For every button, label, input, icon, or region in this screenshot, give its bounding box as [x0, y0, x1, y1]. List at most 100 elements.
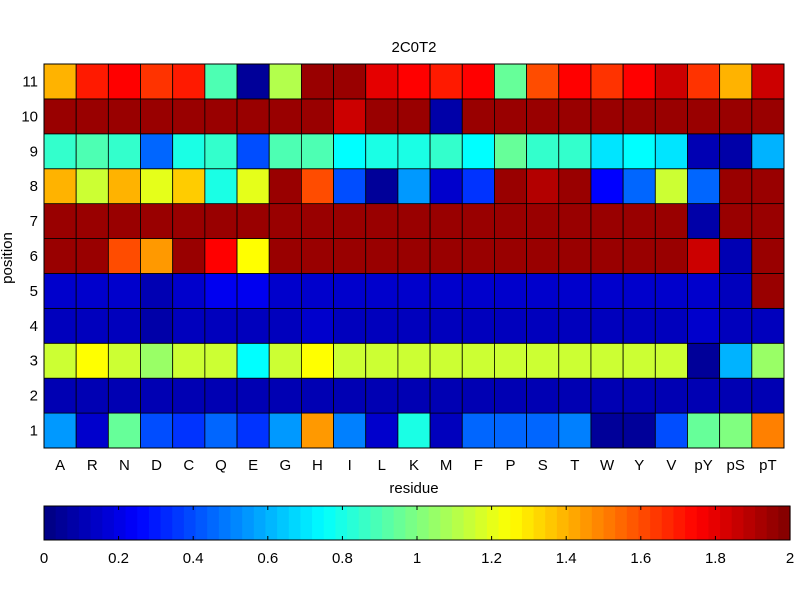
x-tick-label: P	[506, 457, 516, 474]
heatmap-cell	[687, 133, 721, 170]
heatmap-cell	[140, 412, 174, 449]
colorbar-swatch	[207, 506, 220, 540]
y-tick-label: 5	[30, 283, 38, 300]
heatmap-cell	[397, 412, 431, 449]
heatmap-cell	[590, 273, 624, 309]
colorbar-swatch	[300, 506, 313, 540]
heatmap-cell	[494, 412, 528, 449]
heatmap-cell	[654, 203, 688, 239]
y-axis-label: position	[0, 232, 16, 284]
heatmap-cell	[558, 342, 592, 379]
colorbar-swatch	[323, 506, 337, 540]
heatmap-cell	[204, 342, 238, 379]
heatmap-cell	[172, 238, 206, 274]
heatmap-cell	[172, 63, 206, 100]
heatmap-cell	[461, 98, 495, 135]
heatmap-cell	[43, 168, 77, 205]
heatmap-cell	[300, 377, 334, 414]
colorbar-tick-label: 1.4	[556, 550, 577, 567]
colorbar-tick-label: 1	[413, 550, 421, 567]
colorbar-swatch	[486, 506, 500, 540]
heatmap-cell	[719, 307, 753, 344]
colorbar-swatch	[55, 506, 68, 540]
colorbar-swatch	[661, 506, 675, 540]
heatmap-cell	[719, 98, 753, 135]
colorbar-swatch	[720, 506, 733, 540]
heatmap-cell	[365, 168, 399, 205]
colorbar-swatch	[510, 506, 523, 540]
heatmap-cell	[365, 98, 399, 135]
heatmap-cell	[365, 203, 399, 239]
colorbar-swatch	[685, 506, 698, 540]
heatmap-cell	[461, 133, 495, 170]
y-tick-label: 10	[21, 108, 38, 125]
heatmap-cell	[429, 203, 463, 239]
heatmap-cell	[75, 133, 109, 170]
heatmap-cell	[751, 412, 785, 449]
heatmap-cell	[268, 342, 302, 379]
x-tick-label: I	[348, 457, 352, 474]
heatmap-cell	[558, 307, 592, 344]
heatmap-cell	[558, 412, 592, 449]
heatmap-cell	[75, 273, 109, 309]
heatmap-cell	[43, 63, 77, 100]
heatmap-cell	[204, 307, 238, 344]
heatmap-cell	[300, 342, 334, 379]
heatmap-cell	[751, 63, 785, 100]
heatmap-cell	[654, 273, 688, 309]
heatmap-cell	[494, 342, 528, 379]
heatmap-cell	[590, 133, 624, 170]
heatmap-cell	[719, 412, 753, 449]
heatmap-cell	[172, 377, 206, 414]
heatmap-cell	[333, 133, 367, 170]
x-tick-label: F	[474, 457, 483, 474]
heatmap-cell	[494, 377, 528, 414]
heatmap-cell	[333, 342, 367, 379]
heatmap-cell	[204, 377, 238, 414]
colorbar	[44, 506, 791, 540]
y-tick-label: 2	[30, 388, 38, 405]
heatmap-cell	[140, 98, 174, 135]
colorbar-swatch	[626, 506, 640, 540]
heatmap-cell	[429, 168, 463, 205]
colorbar-swatch	[335, 506, 348, 540]
x-tick-label: L	[378, 457, 386, 474]
colorbar-tick-label: 0.6	[257, 550, 278, 567]
heatmap-cell	[397, 203, 431, 239]
colorbar-swatch	[218, 506, 232, 540]
heatmap-cell	[590, 377, 624, 414]
heatmap-cell	[590, 63, 624, 100]
heatmap-cell	[494, 203, 528, 239]
y-tick-label: 7	[30, 213, 38, 230]
heatmap-cell	[236, 273, 270, 309]
heatmap-cell	[333, 63, 367, 100]
colorbar-swatch	[766, 506, 779, 540]
heatmap-cell	[687, 63, 721, 100]
x-tick-label: K	[409, 457, 419, 474]
colorbar-swatch	[90, 506, 103, 540]
heatmap-cell	[429, 377, 463, 414]
heatmap-cell	[622, 273, 656, 309]
heatmap-cell	[687, 238, 721, 274]
heatmap-cell	[654, 342, 688, 379]
x-tick-label: D	[151, 457, 162, 474]
x-tick-label: M	[440, 457, 453, 474]
heatmap-cell	[107, 238, 141, 274]
heatmap-cell	[622, 307, 656, 344]
heatmap-cell	[654, 98, 688, 135]
y-tick-label: 11	[22, 73, 38, 90]
heatmap-cell	[236, 307, 270, 344]
heatmap-cell	[172, 98, 206, 135]
heatmap-cell	[75, 342, 109, 379]
heatmap-cell	[590, 168, 624, 205]
heatmap-cell	[268, 133, 302, 170]
heatmap-cell	[43, 98, 77, 135]
heatmap-cell	[654, 168, 688, 205]
colorbar-swatch	[67, 506, 80, 540]
heatmap-cell	[300, 98, 334, 135]
heatmap-cell	[526, 342, 560, 379]
heatmap-cell	[654, 63, 688, 100]
heatmap-cell	[558, 377, 592, 414]
heatmap-cell	[526, 63, 560, 100]
heatmap-cell	[429, 273, 463, 309]
